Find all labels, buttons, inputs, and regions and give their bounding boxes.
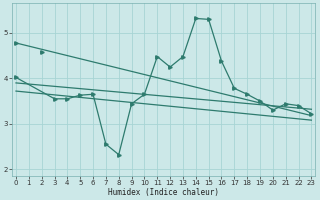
X-axis label: Humidex (Indice chaleur): Humidex (Indice chaleur) bbox=[108, 188, 219, 197]
